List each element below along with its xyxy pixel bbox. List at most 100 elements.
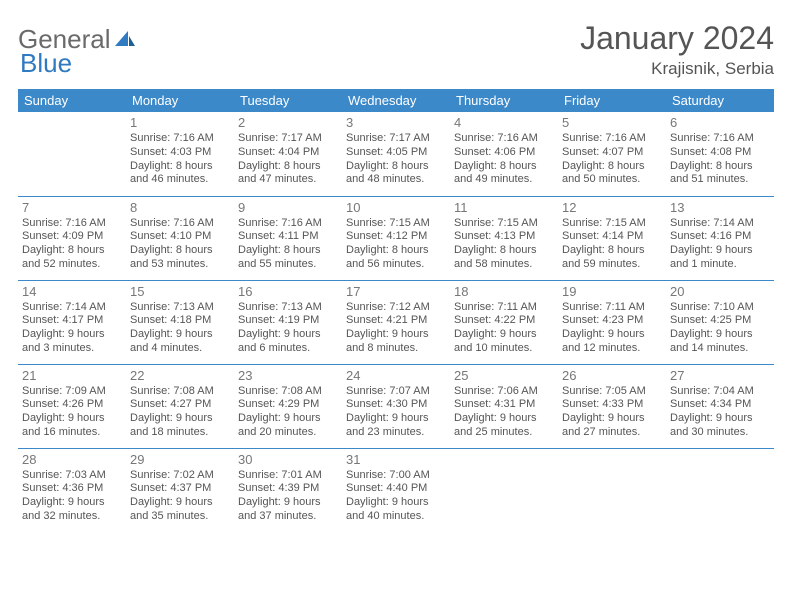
daylight-text-2: and 20 minutes. [238,426,338,440]
sunset-text: Sunset: 4:30 PM [346,398,446,412]
daylight-text-1: Daylight: 8 hours [130,244,230,258]
title-block: January 2024 Krajisnik, Serbia [580,20,774,79]
day-number: 11 [454,200,554,215]
day-info: Sunrise: 7:02 AMSunset: 4:37 PMDaylight:… [130,469,230,524]
day-number: 6 [670,115,770,130]
daylight-text-2: and 10 minutes. [454,342,554,356]
daylight-text-2: and 4 minutes. [130,342,230,356]
sunset-text: Sunset: 4:36 PM [22,482,122,496]
sunrise-text: Sunrise: 7:16 AM [454,132,554,146]
day-number: 5 [562,115,662,130]
calendar-week-row: 7 Sunrise: 7:16 AMSunset: 4:09 PMDaylight… [18,196,774,280]
calendar-day-cell: 20Sunrise: 7:10 AMSunset: 4:25 PMDayligh… [666,280,774,364]
day-number: 17 [346,284,446,299]
sunset-text: Sunset: 4:05 PM [346,146,446,160]
daylight-text-1: Daylight: 8 hours [238,160,338,174]
day-number: 7 [22,200,122,215]
day-info: Sunrise: 7:17 AMSunset: 4:05 PMDaylight:… [346,132,446,187]
calendar-day-cell: 18Sunrise: 7:11 AMSunset: 4:22 PMDayligh… [450,280,558,364]
day-header: Thursday [450,89,558,112]
sunrise-text: Sunrise: 7:13 AM [130,301,230,315]
daylight-text-2: and 6 minutes. [238,342,338,356]
calendar-day-cell: 5Sunrise: 7:16 AMSunset: 4:07 PMDaylight… [558,112,666,196]
daylight-text-1: Daylight: 9 hours [346,328,446,342]
daylight-text-1: Daylight: 8 hours [130,160,230,174]
day-number: 15 [130,284,230,299]
calendar-day-cell: 6 Sunrise: 7:16 AMSunset: 4:08 PMDaylight… [666,112,774,196]
daylight-text-1: Daylight: 8 hours [22,244,122,258]
sunrise-text: Sunrise: 7:06 AM [454,385,554,399]
page-title: January 2024 [580,20,774,57]
calendar-day-cell: 8 Sunrise: 7:16 AMSunset: 4:10 PMDaylight… [126,196,234,280]
sunrise-text: Sunrise: 7:07 AM [346,385,446,399]
day-number: 19 [562,284,662,299]
daylight-text-1: Daylight: 9 hours [238,412,338,426]
day-info: Sunrise: 7:06 AMSunset: 4:31 PMDaylight:… [454,385,554,440]
day-number: 30 [238,452,338,467]
calendar-day-cell: 26 Sunrise: 7:05 AMSunset: 4:33 PMDayligh… [558,364,666,448]
calendar-day-cell: 24Sunrise: 7:07 AMSunset: 4:30 PMDayligh… [342,364,450,448]
daylight-text-2: and 14 minutes. [670,342,770,356]
day-info: Sunrise: 7:09 AMSunset: 4:26 PMDaylight:… [22,385,122,440]
daylight-text-1: Daylight: 9 hours [346,412,446,426]
sunset-text: Sunset: 4:40 PM [346,482,446,496]
sunset-text: Sunset: 4:27 PM [130,398,230,412]
day-info: Sunrise: 7:05 AMSunset: 4:33 PMDaylight:… [562,385,662,440]
calendar-day-cell: 16Sunrise: 7:13 AMSunset: 4:19 PMDayligh… [234,280,342,364]
day-info: Sunrise: 7:16 AMSunset: 4:03 PMDaylight:… [130,132,230,187]
sunrise-text: Sunrise: 7:09 AM [22,385,122,399]
sunset-text: Sunset: 4:14 PM [562,230,662,244]
calendar-day-cell: 23Sunrise: 7:08 AMSunset: 4:29 PMDayligh… [234,364,342,448]
day-info: Sunrise: 7:16 AMSunset: 4:08 PMDaylight:… [670,132,770,187]
calendar-day-cell: 1Sunrise: 7:16 AMSunset: 4:03 PMDaylight… [126,112,234,196]
daylight-text-1: Daylight: 9 hours [346,496,446,510]
day-info: Sunrise: 7:16 AMSunset: 4:10 PMDaylight:… [130,217,230,272]
day-info: Sunrise: 7:16 AMSunset: 4:09 PMDaylight:… [22,217,122,272]
daylight-text-2: and 51 minutes. [670,173,770,187]
daylight-text-1: Daylight: 9 hours [238,328,338,342]
day-number: 3 [346,115,446,130]
sunrise-text: Sunrise: 7:16 AM [238,217,338,231]
sunset-text: Sunset: 4:19 PM [238,314,338,328]
day-info: Sunrise: 7:15 AMSunset: 4:14 PMDaylight:… [562,217,662,272]
calendar-table: Sunday Monday Tuesday Wednesday Thursday… [18,89,774,532]
sunset-text: Sunset: 4:17 PM [22,314,122,328]
day-info: Sunrise: 7:16 AMSunset: 4:11 PMDaylight:… [238,217,338,272]
daylight-text-2: and 48 minutes. [346,173,446,187]
day-header: Sunday [18,89,126,112]
daylight-text-2: and 1 minute. [670,258,770,272]
calendar-day-cell: 2Sunrise: 7:17 AMSunset: 4:04 PMDaylight… [234,112,342,196]
day-info: Sunrise: 7:11 AMSunset: 4:22 PMDaylight:… [454,301,554,356]
sunrise-text: Sunrise: 7:08 AM [238,385,338,399]
daylight-text-2: and 16 minutes. [22,426,122,440]
calendar-day-cell [450,448,558,532]
daylight-text-2: and 40 minutes. [346,510,446,524]
day-info: Sunrise: 7:15 AMSunset: 4:13 PMDaylight:… [454,217,554,272]
sunset-text: Sunset: 4:25 PM [670,314,770,328]
calendar-day-cell [666,448,774,532]
sunset-text: Sunset: 4:39 PM [238,482,338,496]
day-info: Sunrise: 7:03 AMSunset: 4:36 PMDaylight:… [22,469,122,524]
sunset-text: Sunset: 4:33 PM [562,398,662,412]
daylight-text-1: Daylight: 9 hours [562,328,662,342]
day-number: 23 [238,368,338,383]
daylight-text-2: and 58 minutes. [454,258,554,272]
calendar-day-cell: 15Sunrise: 7:13 AMSunset: 4:18 PMDayligh… [126,280,234,364]
day-number: 27 [670,368,770,383]
calendar-day-cell [18,112,126,196]
daylight-text-1: Daylight: 9 hours [454,328,554,342]
day-info: Sunrise: 7:11 AMSunset: 4:23 PMDaylight:… [562,301,662,356]
daylight-text-2: and 47 minutes. [238,173,338,187]
calendar-week-row: 28Sunrise: 7:03 AMSunset: 4:36 PMDayligh… [18,448,774,532]
daylight-text-1: Daylight: 8 hours [346,244,446,258]
sunrise-text: Sunrise: 7:17 AM [346,132,446,146]
day-header: Monday [126,89,234,112]
daylight-text-2: and 52 minutes. [22,258,122,272]
sunset-text: Sunset: 4:21 PM [346,314,446,328]
sunrise-text: Sunrise: 7:01 AM [238,469,338,483]
day-number: 8 [130,200,230,215]
sunrise-text: Sunrise: 7:05 AM [562,385,662,399]
day-number: 26 [562,368,662,383]
sunset-text: Sunset: 4:16 PM [670,230,770,244]
sunrise-text: Sunrise: 7:10 AM [670,301,770,315]
